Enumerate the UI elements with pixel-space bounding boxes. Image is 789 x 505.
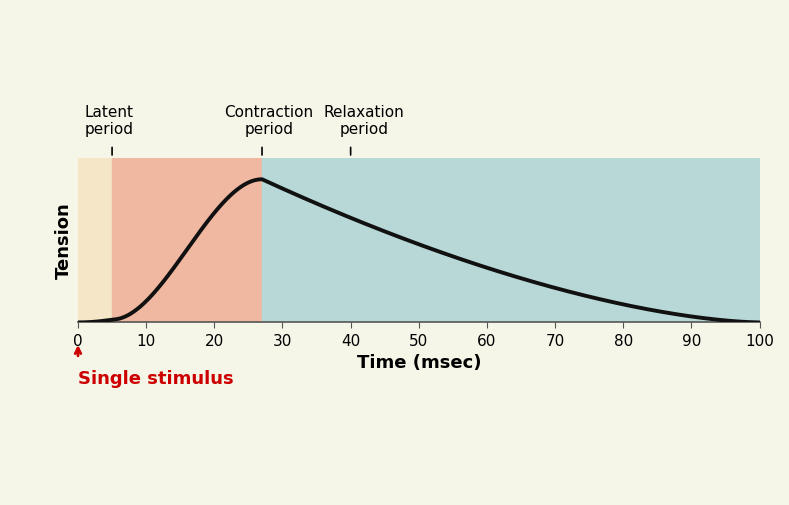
- Bar: [112, 159, 262, 323]
- Text: Single stimulus: Single stimulus: [78, 369, 234, 387]
- X-axis label: Time (msec): Time (msec): [357, 354, 481, 372]
- Text: Contraction
period: Contraction period: [224, 105, 313, 137]
- Bar: [262, 159, 760, 323]
- Y-axis label: Tension: Tension: [54, 203, 73, 279]
- Text: Latent
period: Latent period: [84, 105, 133, 137]
- Text: Relaxation
period: Relaxation period: [323, 105, 405, 137]
- Bar: [78, 159, 112, 323]
